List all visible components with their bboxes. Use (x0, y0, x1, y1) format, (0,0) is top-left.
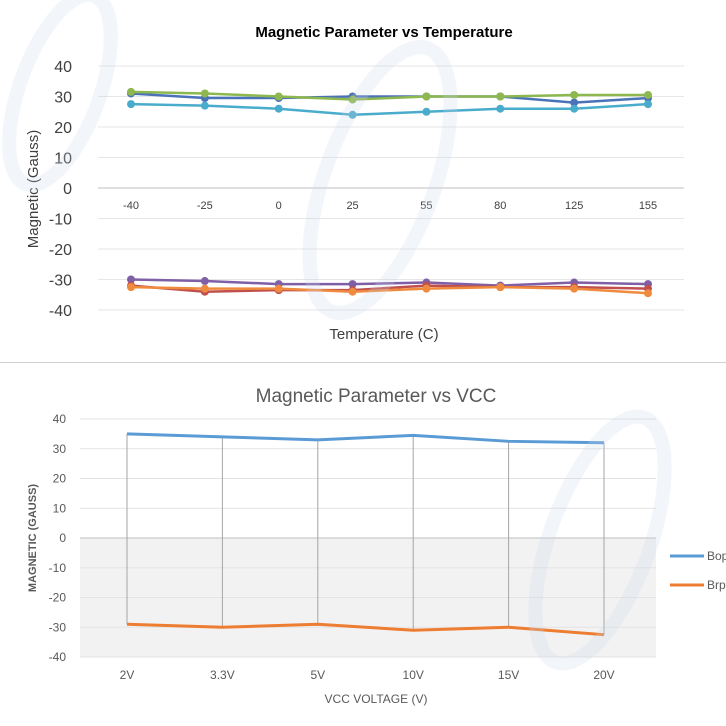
x-tick-label: 80 (494, 200, 506, 212)
y-tick-label: -40 (49, 650, 67, 664)
x-tick-label: 155 (639, 200, 657, 212)
series-line (126, 622, 605, 637)
vcc-chart-panel: Magnetic Parameter vs VCC 40 30 20 10 0 -10 -2… (0, 362, 726, 726)
x-tick-label: 2V (120, 668, 135, 682)
y-tick-label: 40 (53, 412, 67, 426)
temperature-chart: Magnetic Parameter vs Temperature 40 30 20… (25, 24, 684, 343)
x-tick-label: 3.3V (210, 668, 235, 682)
data-point (570, 284, 579, 293)
data-point (496, 104, 505, 113)
y-tick-label: 10 (53, 501, 67, 515)
data-point (422, 107, 431, 116)
x-tick-label: 0 (276, 200, 282, 212)
data-point (200, 101, 209, 110)
x-tick-label: 125 (565, 200, 583, 212)
x-tick-label: 20V (593, 668, 614, 682)
x-axis-label: Temperature (C) (329, 326, 438, 343)
y-tick-label: 20 (54, 120, 72, 137)
data-point (422, 284, 431, 293)
x-tick-label: 10V (403, 668, 424, 682)
data-point (200, 89, 209, 98)
chart-title: Magnetic Parameter vs Temperature (255, 24, 512, 41)
y-tick-label: 20 (53, 472, 67, 486)
data-point (127, 87, 135, 96)
y-tick-label: -30 (49, 273, 72, 290)
x-tick-label: 15V (498, 668, 519, 682)
data-point (348, 110, 357, 119)
data-point (200, 277, 209, 286)
y-tick-label: -10 (49, 212, 72, 229)
series-line (130, 284, 649, 293)
y-tick-label: -10 (49, 561, 67, 575)
x-tick-label: 25 (346, 200, 358, 212)
series-line (130, 102, 649, 117)
data-point (274, 284, 283, 293)
data-point (348, 287, 357, 296)
series-line (126, 432, 605, 445)
data-point (422, 92, 431, 101)
data-point (570, 98, 579, 107)
data-point (127, 283, 135, 292)
y-axis-label: Magnetic (Gauss) (25, 130, 42, 248)
y-tick-label: -20 (49, 242, 72, 259)
x-tick-label: 5V (310, 668, 325, 682)
series-line (130, 278, 649, 287)
y-tick-label: 0 (59, 531, 66, 545)
data-point (348, 280, 357, 289)
y-tick-label: -30 (49, 620, 67, 634)
series-line (130, 90, 648, 101)
data-point (348, 95, 357, 104)
x-tick-label: 55 (420, 200, 432, 212)
y-tick-label: -20 (49, 591, 67, 605)
y-tick-label: 0 (63, 181, 72, 198)
data-point (127, 100, 135, 109)
x-tick-label: -25 (197, 200, 213, 212)
x-axis-label: VCC VOLTAGE (V) (325, 692, 428, 706)
y-tick-label: 30 (54, 90, 72, 107)
data-point (644, 90, 652, 99)
y-axis-label: MAGNETIC (GAUSS) (27, 484, 39, 593)
data-point (200, 284, 209, 293)
data-point (496, 92, 505, 101)
data-point (570, 90, 579, 99)
data-point (644, 100, 652, 109)
vcc-chart: Magnetic Parameter vs VCC 40 30 20 10 0 -10 -2… (27, 386, 726, 706)
temperature-chart-panel: Magnetic Parameter vs Temperature 40 30 20… (0, 0, 726, 362)
data-point (127, 275, 135, 284)
data-point (570, 104, 579, 113)
series-line (130, 285, 649, 295)
y-tick-label: 40 (54, 59, 72, 76)
legend-label: Bop (707, 549, 726, 563)
data-point (274, 92, 283, 101)
legend-label: Brp (707, 578, 726, 592)
series-line (130, 92, 649, 104)
x-tick-label: -40 (123, 200, 139, 212)
y-tick-label: 10 (54, 151, 72, 168)
data-point (496, 283, 505, 292)
chart-title: Magnetic Parameter vs VCC (256, 386, 497, 407)
y-tick-label: 30 (53, 442, 67, 456)
y-tick-label: -40 (49, 303, 72, 320)
data-point (274, 104, 283, 113)
data-point (644, 289, 652, 298)
